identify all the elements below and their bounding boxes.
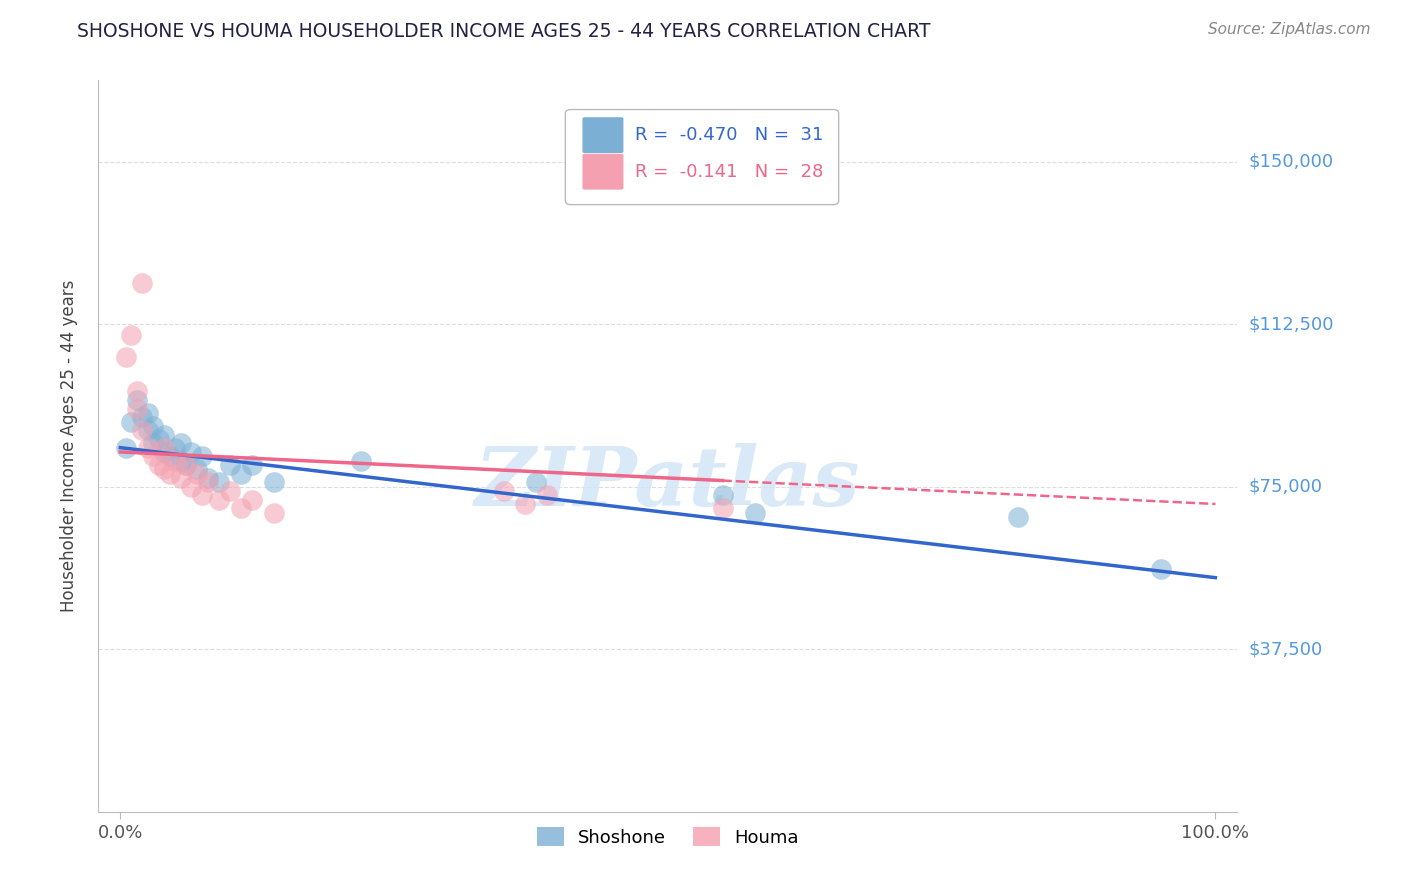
Y-axis label: Householder Income Ages 25 - 44 years: Householder Income Ages 25 - 44 years [59,280,77,612]
Point [142,419,165,434]
Point [153,441,176,455]
Point [153,445,176,459]
Text: $112,500: $112,500 [1249,315,1334,333]
Point [197,475,219,490]
Text: R =  -0.470   N =  31: R = -0.470 N = 31 [636,126,823,145]
Point [208,492,231,507]
Point [114,350,136,364]
FancyBboxPatch shape [582,153,623,190]
Point [263,475,285,490]
Point [218,483,240,498]
Point [218,458,240,472]
Point [744,506,766,520]
Point [136,441,159,455]
Point [159,467,181,481]
Point [186,462,208,476]
Point [180,480,202,494]
Point [125,401,148,416]
Point [186,467,208,481]
Point [263,506,285,520]
FancyBboxPatch shape [565,110,839,204]
Point [169,436,191,450]
Point [191,488,214,502]
FancyBboxPatch shape [582,117,623,153]
Point [125,392,148,407]
Point [131,423,153,437]
Point [240,492,263,507]
Point [114,441,136,455]
Point [131,276,153,290]
Point [120,415,142,429]
Text: $75,000: $75,000 [1249,477,1323,496]
Point [180,445,202,459]
Text: $150,000: $150,000 [1249,153,1333,170]
Legend: Shoshone, Houma: Shoshone, Houma [529,820,807,854]
Point [711,501,734,516]
Point [131,410,153,425]
Point [536,488,558,502]
Point [229,501,252,516]
Point [165,441,187,455]
Point [1149,562,1171,576]
Point [197,471,219,485]
Point [148,458,170,472]
Point [208,475,231,490]
Point [153,462,176,476]
Text: SHOSHONE VS HOUMA HOUSEHOLDER INCOME AGES 25 - 44 YEARS CORRELATION CHART: SHOSHONE VS HOUMA HOUSEHOLDER INCOME AGE… [77,22,931,41]
Point [174,458,197,472]
Point [148,432,170,446]
Point [120,327,142,342]
Point [169,471,191,485]
Point [174,458,197,472]
Point [153,427,176,442]
Text: $37,500: $37,500 [1249,640,1323,658]
Point [515,497,537,511]
Text: R =  -0.141   N =  28: R = -0.141 N = 28 [636,162,823,181]
Point [136,423,159,437]
Point [169,453,191,467]
Point [229,467,252,481]
Point [142,436,165,450]
Point [159,450,181,464]
Point [142,450,165,464]
Point [350,453,373,467]
Point [165,453,187,467]
Point [711,488,734,502]
Point [191,450,214,464]
Text: Source: ZipAtlas.com: Source: ZipAtlas.com [1208,22,1371,37]
Point [125,384,148,399]
Point [1007,510,1029,524]
Text: ZIPatlas: ZIPatlas [475,442,860,523]
Point [492,483,515,498]
Point [240,458,263,472]
Point [526,475,548,490]
Point [136,406,159,420]
